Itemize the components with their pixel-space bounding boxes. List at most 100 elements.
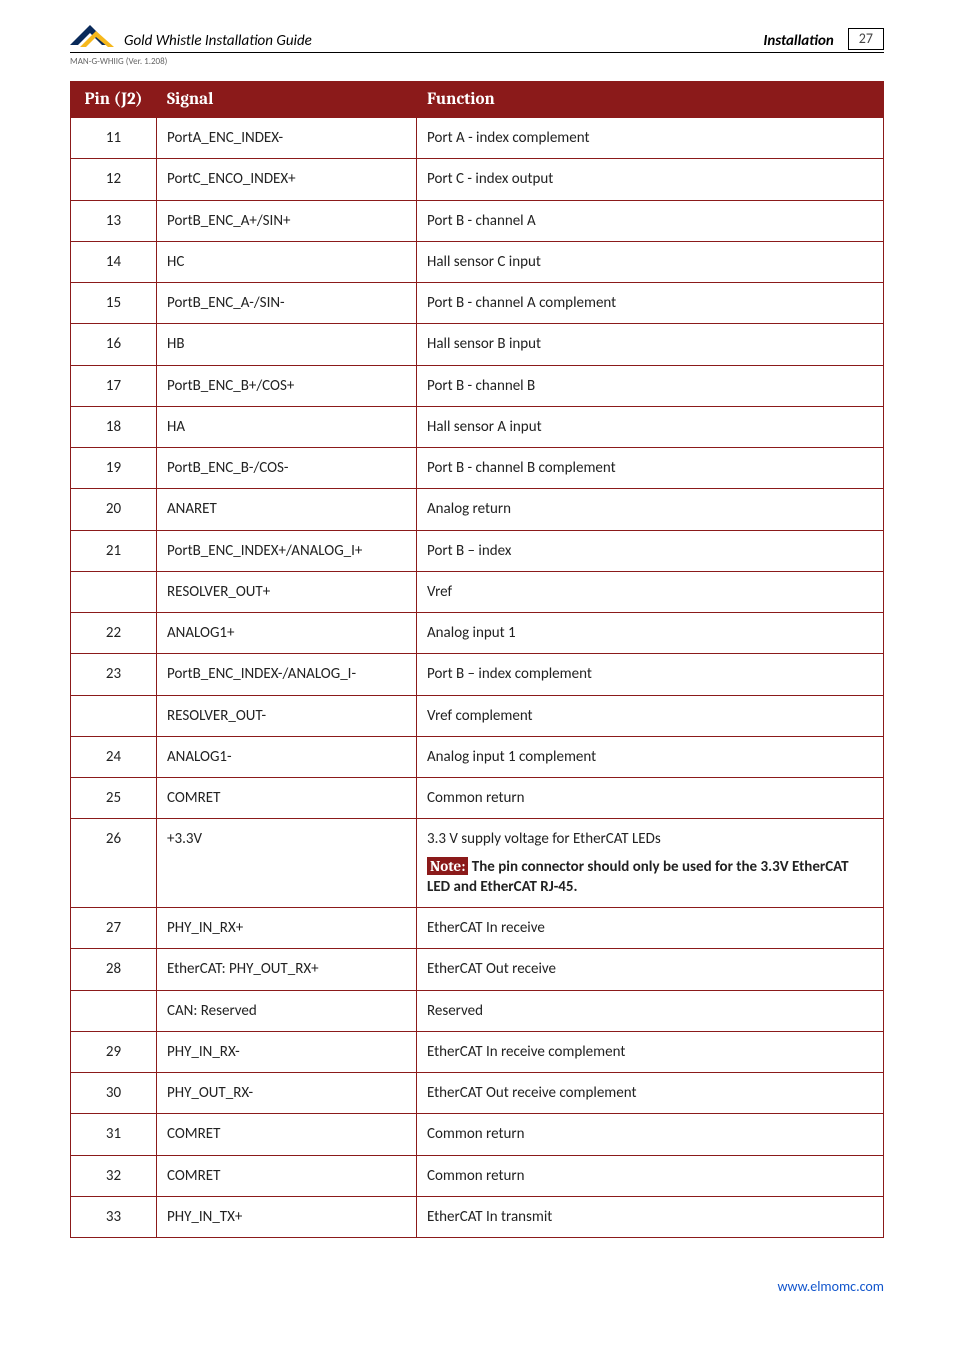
section-title: Installation [763,32,833,50]
pin-cell: 13 [71,200,157,241]
signal-cell: CAN: Reserved [157,990,417,1031]
signal-cell: PortB_ENC_B-/COS- [157,448,417,489]
function-cell: Vref [417,571,884,612]
table-row: RESOLVER_OUT-Vref complement [71,695,884,736]
signal-cell: PortC_ENCO_INDEX+ [157,159,417,200]
table-row: 12PortC_ENCO_INDEX+Port C - index output [71,159,884,200]
function-cell: EtherCAT In receive [417,908,884,949]
pin-cell: 17 [71,365,157,406]
signal-cell: PortB_ENC_INDEX+/ANALOG_I+ [157,530,417,571]
function-cell: EtherCAT Out receive complement [417,1073,884,1114]
function-cell: Hall sensor C input [417,241,884,282]
function-cell: EtherCAT In transmit [417,1196,884,1237]
page-number: 27 [848,28,884,50]
table-row: 14HCHall sensor C input [71,241,884,282]
pin-cell: 21 [71,530,157,571]
signal-cell: PHY_IN_RX- [157,1031,417,1072]
table-row: 27PHY_IN_RX+EtherCAT In receive [71,908,884,949]
table-row: 24ANALOG1-Analog input 1 complement [71,736,884,777]
pin-cell [71,695,157,736]
table-row: 17PortB_ENC_B+/COS+Port B - channel B [71,365,884,406]
note-text: The pin connector should only be used fo… [427,858,849,896]
signal-cell: HA [157,406,417,447]
pin-cell: 31 [71,1114,157,1155]
function-cell: Port A - index complement [417,118,884,159]
signal-cell: HB [157,324,417,365]
function-cell: Common return [417,1114,884,1155]
function-cell: Analog input 1 complement [417,736,884,777]
function-cell: Port B - channel A [417,200,884,241]
table-row: 16HBHall sensor B input [71,324,884,365]
pin-cell: 32 [71,1155,157,1196]
table-row: 18HAHall sensor A input [71,406,884,447]
signal-cell: PHY_IN_RX+ [157,908,417,949]
signal-cell: PortA_ENC_INDEX- [157,118,417,159]
table-row: 23PortB_ENC_INDEX-/ANALOG_I-Port B – ind… [71,654,884,695]
table-row: 21PortB_ENC_INDEX+/ANALOG_I+Port B – ind… [71,530,884,571]
signal-cell: ANALOG1- [157,736,417,777]
signal-cell: RESOLVER_OUT- [157,695,417,736]
pin-cell: 25 [71,778,157,819]
function-cell: Port B - channel B complement [417,448,884,489]
col-header-function: Function [417,82,884,118]
function-cell: Analog return [417,489,884,530]
function-cell: Reserved [417,990,884,1031]
pin-cell: 33 [71,1196,157,1237]
col-header-signal: Signal [157,82,417,118]
version-text: MAN-G-WHIIG (Ver. 1.208) [70,56,884,67]
function-cell: Vref complement [417,695,884,736]
function-cell: Analog input 1 [417,613,884,654]
pin-cell: 24 [71,736,157,777]
pin-cell: 15 [71,283,157,324]
footer-link[interactable]: www.elmomc.com [777,1278,884,1295]
table-row: CAN: ReservedReserved [71,990,884,1031]
signal-cell: COMRET [157,778,417,819]
table-row: 26+3.3V3.3 V supply voltage for EtherCAT… [71,819,884,908]
function-text: 3.3 V supply voltage for EtherCAT LEDs [427,829,873,849]
pin-cell: 18 [71,406,157,447]
table-row: 19PortB_ENC_B-/COS-Port B - channel B co… [71,448,884,489]
note-label: Note: [427,857,468,875]
table-header-row: Pin (J2) Signal Function [71,82,884,118]
pin-cell: 20 [71,489,157,530]
function-note: Note: The pin connector should only be u… [427,856,873,898]
pin-cell: 26 [71,819,157,908]
table-row: 31COMRETCommon return [71,1114,884,1155]
table-row: RESOLVER_OUT+Vref [71,571,884,612]
function-cell: Common return [417,778,884,819]
signal-cell: EtherCAT: PHY_OUT_RX+ [157,949,417,990]
table-row: 13PortB_ENC_A+/SIN+Port B - channel A [71,200,884,241]
signal-cell: HC [157,241,417,282]
signal-cell: PortB_ENC_A+/SIN+ [157,200,417,241]
table-row: 33PHY_IN_TX+EtherCAT In transmit [71,1196,884,1237]
function-cell: EtherCAT Out receive [417,949,884,990]
signal-cell: PHY_OUT_RX- [157,1073,417,1114]
table-row: 32COMRETCommon return [71,1155,884,1196]
pin-cell: 22 [71,613,157,654]
table-row: 28EtherCAT: PHY_OUT_RX+EtherCAT Out rece… [71,949,884,990]
logo [70,20,116,50]
pin-cell: 19 [71,448,157,489]
signal-cell: PortB_ENC_B+/COS+ [157,365,417,406]
pin-cell: 28 [71,949,157,990]
pin-cell: 14 [71,241,157,282]
pin-cell: 27 [71,908,157,949]
pin-cell [71,571,157,612]
doc-title: Gold Whistle Installation Guide [124,32,763,50]
col-header-pin: Pin (J2) [71,82,157,118]
signal-cell: ANALOG1+ [157,613,417,654]
table-row: 15PortB_ENC_A-/SIN-Port B - channel A co… [71,283,884,324]
pin-table: Pin (J2) Signal Function 11PortA_ENC_IND… [70,81,884,1238]
pin-cell: 11 [71,118,157,159]
pin-cell: 16 [71,324,157,365]
pin-cell: 29 [71,1031,157,1072]
signal-cell: RESOLVER_OUT+ [157,571,417,612]
function-cell: Port B - channel A complement [417,283,884,324]
function-cell: Hall sensor A input [417,406,884,447]
table-row: 25COMRETCommon return [71,778,884,819]
signal-cell: PortB_ENC_A-/SIN- [157,283,417,324]
signal-cell: PHY_IN_TX+ [157,1196,417,1237]
pin-cell [71,990,157,1031]
pin-cell: 23 [71,654,157,695]
function-cell: 3.3 V supply voltage for EtherCAT LEDs No… [417,819,884,908]
